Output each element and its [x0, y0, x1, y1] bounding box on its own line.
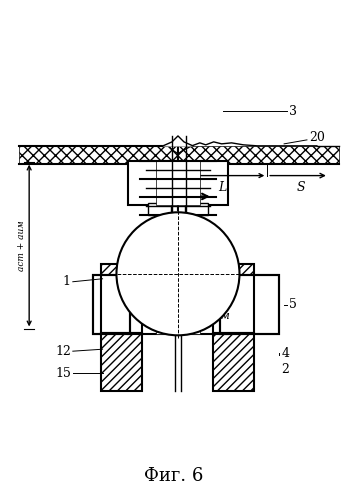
Bar	[101, 264, 142, 334]
Text: 15: 15	[55, 366, 71, 380]
Bar	[101, 264, 142, 334]
Bar	[220, 275, 279, 334]
Text: S: S	[297, 180, 305, 194]
Bar	[128, 267, 156, 334]
Bar	[156, 267, 200, 334]
Bar	[101, 334, 142, 391]
Bar	[128, 160, 156, 206]
Text: 20: 20	[309, 132, 325, 144]
Bar	[213, 264, 254, 334]
Polygon shape	[163, 136, 193, 146]
Text: 1: 1	[63, 275, 71, 288]
Bar	[200, 267, 228, 334]
Bar	[92, 275, 131, 334]
Text: P: P	[166, 310, 174, 323]
Text: 2: 2	[281, 362, 289, 376]
Text: 5: 5	[289, 298, 297, 311]
Text: L: L	[218, 180, 227, 194]
Bar	[128, 160, 228, 206]
Text: 12: 12	[55, 344, 71, 358]
Circle shape	[117, 212, 239, 336]
Bar	[213, 334, 254, 391]
Text: Pдв: Pдв	[128, 268, 149, 278]
Bar	[92, 275, 131, 334]
Bar	[213, 264, 254, 334]
Bar	[148, 204, 208, 216]
Text: 3: 3	[289, 104, 297, 118]
Bar	[92, 275, 131, 334]
Bar	[220, 275, 279, 334]
Bar	[19, 146, 339, 164]
Bar	[128, 267, 228, 334]
Text: Фиг. 6: Фиг. 6	[144, 467, 204, 485]
Bar	[220, 275, 279, 334]
Text: Pст: Pст	[182, 227, 206, 237]
Bar	[156, 160, 200, 206]
Bar	[200, 160, 228, 206]
Bar	[101, 334, 142, 391]
Text: Vи: Vи	[179, 178, 200, 192]
Text: 4: 4	[281, 346, 289, 360]
Text: Pим: Pим	[206, 312, 230, 322]
Bar	[213, 334, 254, 391]
Text: aст + aим: aст + aим	[17, 220, 26, 271]
